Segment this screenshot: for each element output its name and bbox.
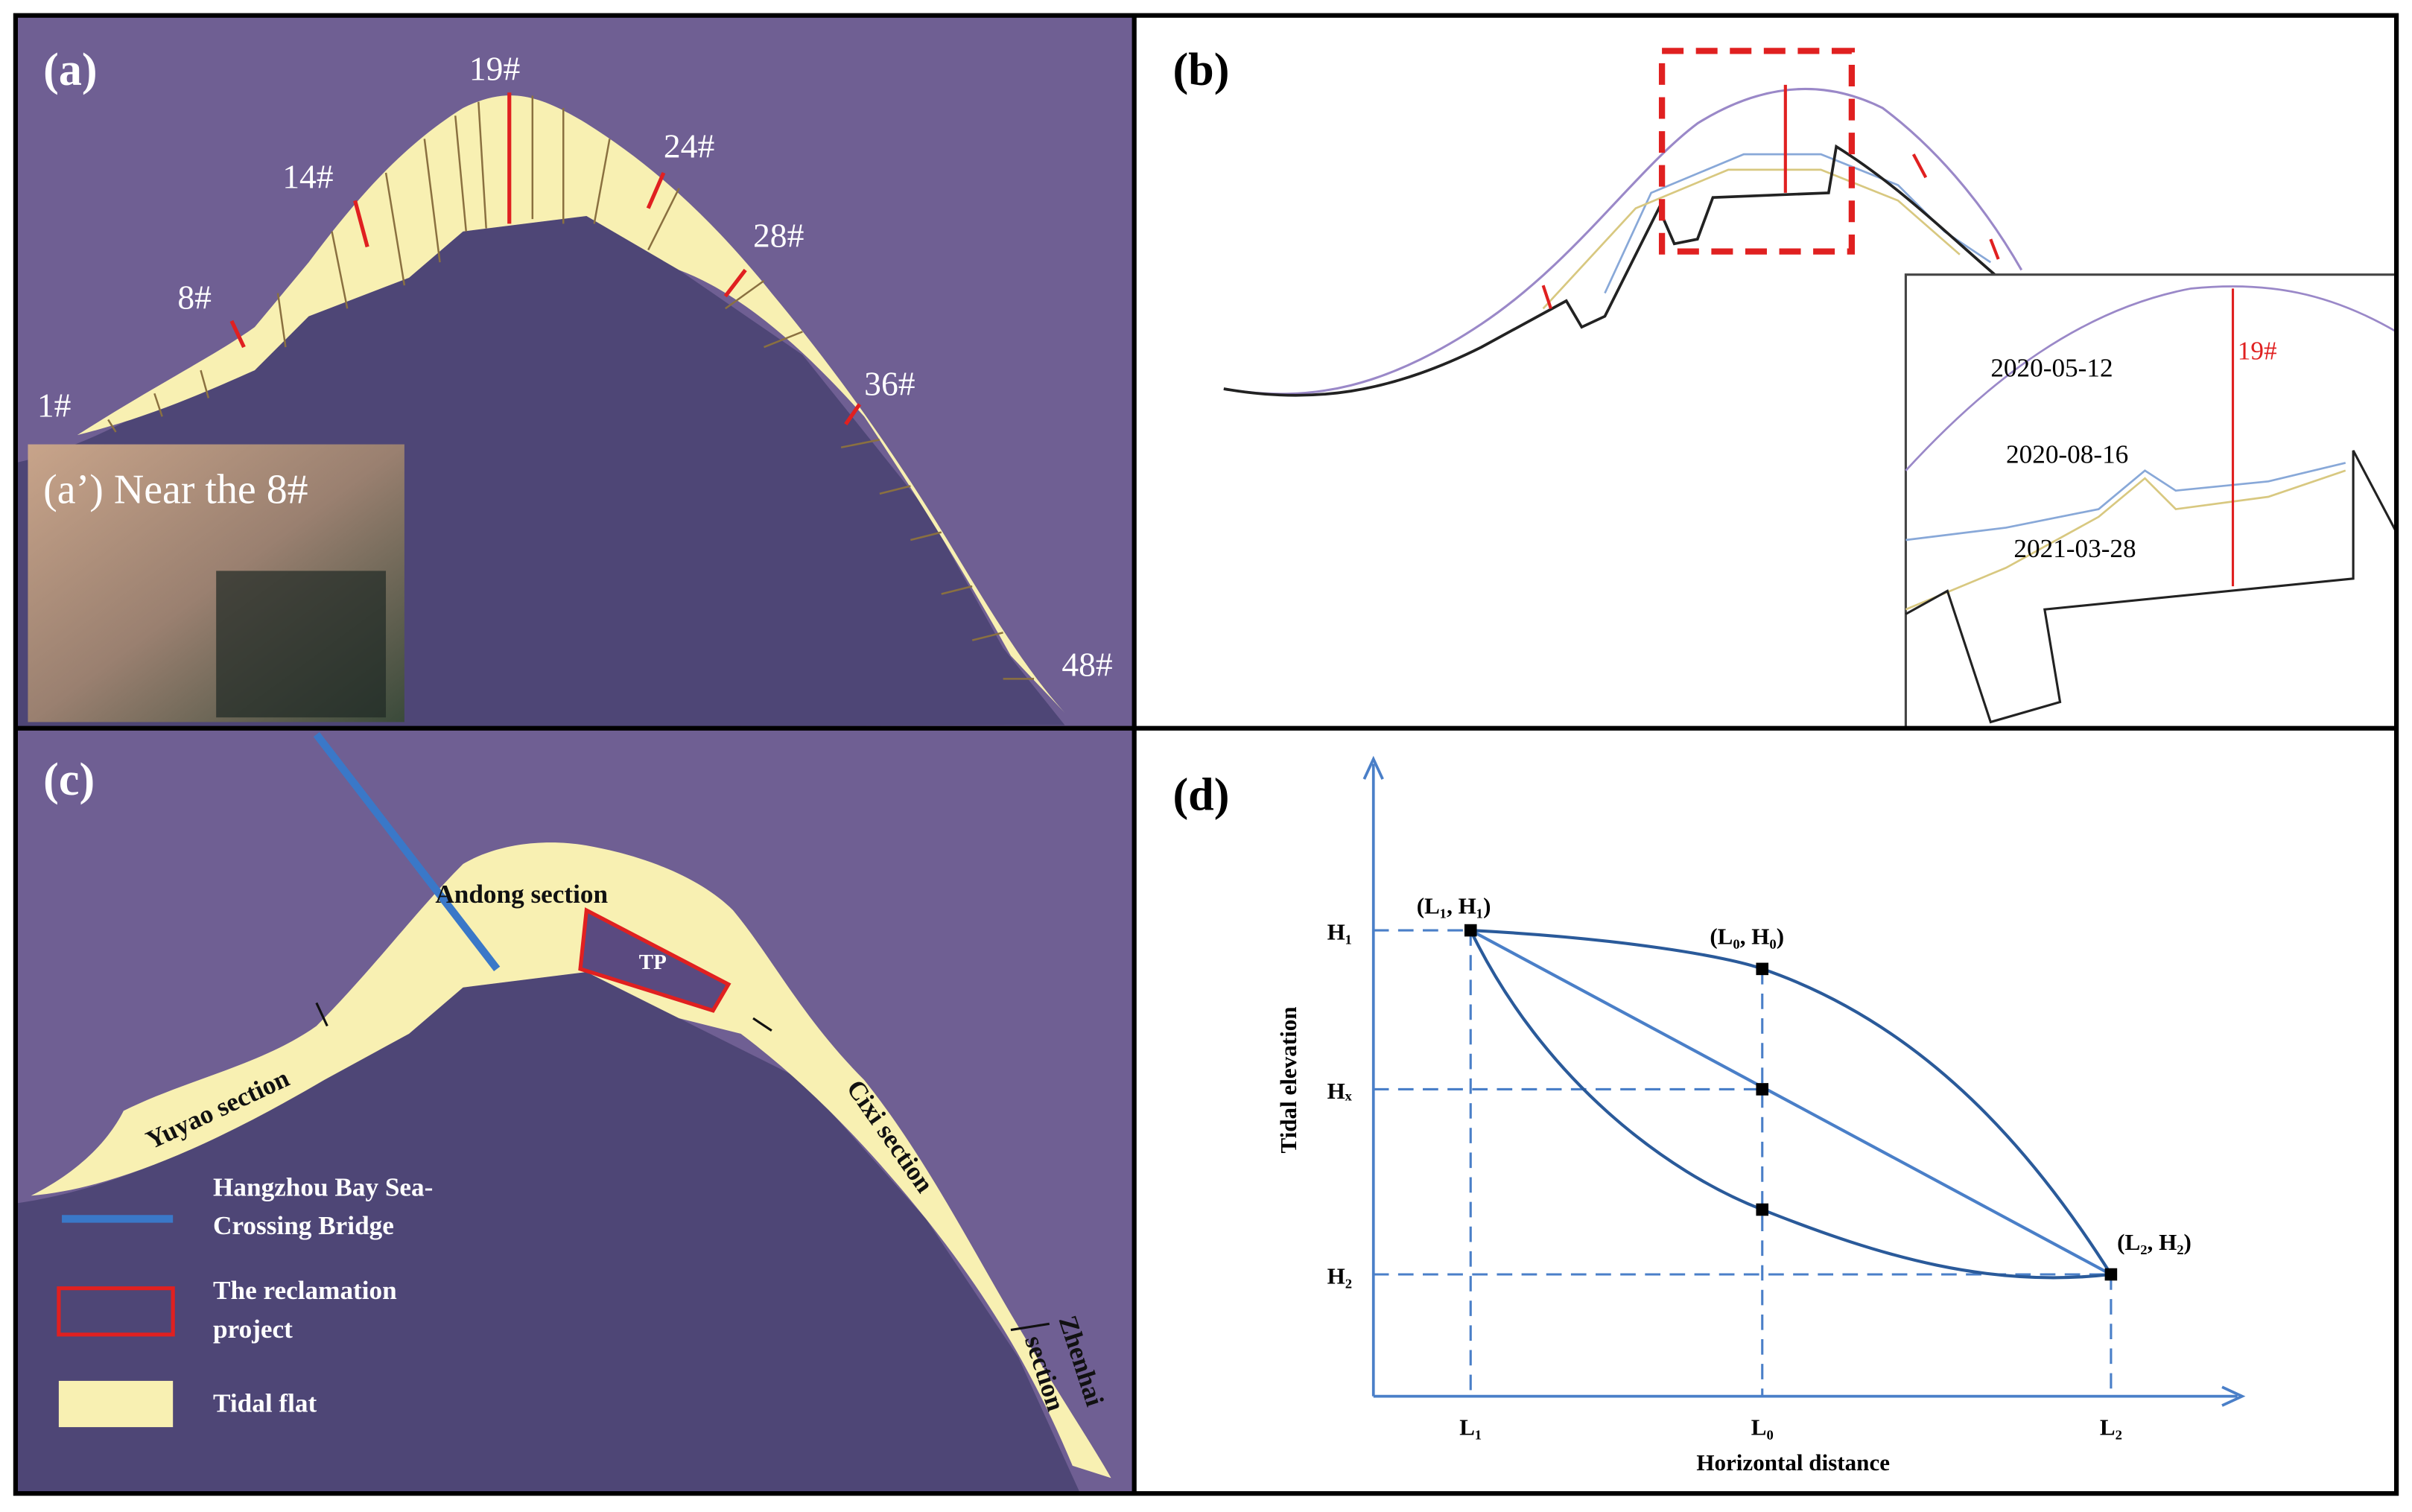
reclamation-project (578, 907, 731, 1013)
inset-shoreline-2021-03-28 (1905, 469, 2346, 611)
guide-lines (1373, 929, 2113, 1397)
legend-reclamation-symbol (57, 1286, 175, 1337)
y-label: Hₓ (1327, 1078, 1352, 1104)
panel-d: (d) Tidal elevation Horizontal distance … (1134, 728, 2397, 1494)
sea-wall (1223, 144, 1999, 397)
inset-fields (216, 571, 387, 718)
transect-label: 14# (282, 158, 333, 196)
y-axis-title: Tidal elevation (1275, 1006, 1301, 1153)
inset-sea-wall (1905, 450, 2398, 724)
panel-label: (b) (1172, 45, 1229, 95)
tp-label: TP (639, 950, 667, 974)
x-label: L₀ (1751, 1414, 1774, 1440)
date-label: 2020-08-16 (2006, 439, 2128, 468)
legend-text: project (213, 1315, 293, 1344)
inset-shoreline-2020-08-16 (1905, 462, 2346, 541)
legend-text: Tidal flat (213, 1388, 317, 1417)
point-label: (L₀, H₀) (1710, 924, 1784, 950)
inset-shoreline-2020-05-12 (1905, 285, 2397, 471)
transect-label: 28# (753, 216, 804, 254)
zoom-box (1658, 48, 1856, 255)
transect-label: 48# (1061, 645, 1112, 683)
legend-text: Crossing Bridge (213, 1211, 394, 1240)
section-dividers (315, 1002, 1050, 1332)
transect-label: 24# (664, 127, 714, 165)
transect-label: 19# (469, 50, 520, 88)
panel-label: (d) (1172, 770, 1229, 821)
transects (107, 95, 1035, 680)
transects (1541, 84, 2000, 309)
axes (1362, 755, 2246, 1407)
highlighted-transects (229, 92, 862, 426)
panel-borders (13, 13, 2399, 1496)
x-axis-title: Horizontal distance (1696, 1449, 1890, 1476)
panel-label: (a) (43, 45, 97, 95)
transect-label: 36# (864, 364, 915, 402)
shoreline-2021-03-28 (1542, 168, 1961, 310)
x-label: L₂ (2100, 1414, 2122, 1440)
linear-profile (1470, 929, 2112, 1276)
points (1464, 924, 2118, 1281)
zoom-inset (1904, 273, 2398, 730)
legend-text: Hangzhou Bay Sea- (213, 1172, 433, 1201)
panel-c: (c) Andong section Yuyao section Cixi se… (15, 728, 1134, 1494)
legend-flat-symbol (58, 1380, 174, 1428)
transect-label: 1# (37, 386, 72, 424)
transect-label: 19# (2238, 337, 2277, 366)
panel-bg (1134, 728, 2397, 1494)
section-label: Andong section (435, 880, 608, 909)
panel-label: (c) (43, 755, 95, 805)
bridge (313, 731, 501, 972)
legend-text: The reclamation (213, 1276, 397, 1305)
date-label: 2021-03-28 (2013, 534, 2136, 563)
y-label: H₁ (1327, 919, 1352, 945)
panel-b: (b) 2020-05-12 2020-08-16 2021-03-28 19# (1134, 15, 2398, 730)
tidal-flat (31, 842, 1111, 1478)
shoreline-2020-05-12 (1223, 87, 2023, 396)
date-label: 2020-05-12 (1990, 353, 2113, 382)
x-label: L₁ (1459, 1414, 1482, 1440)
transect-label: 8# (177, 278, 212, 316)
point-label: (L₁, H₁) (1417, 892, 1491, 918)
point-label: (L₂, H₂) (2117, 1229, 2192, 1255)
inset-label: (a’) Near the 8# (43, 466, 308, 512)
tidal-flat (77, 95, 1065, 714)
y-label: H₂ (1327, 1262, 1352, 1289)
panel-a: (a) 1# 8# 14# 19# 24# 28# 36# 48# (a’) N… (15, 15, 1134, 728)
